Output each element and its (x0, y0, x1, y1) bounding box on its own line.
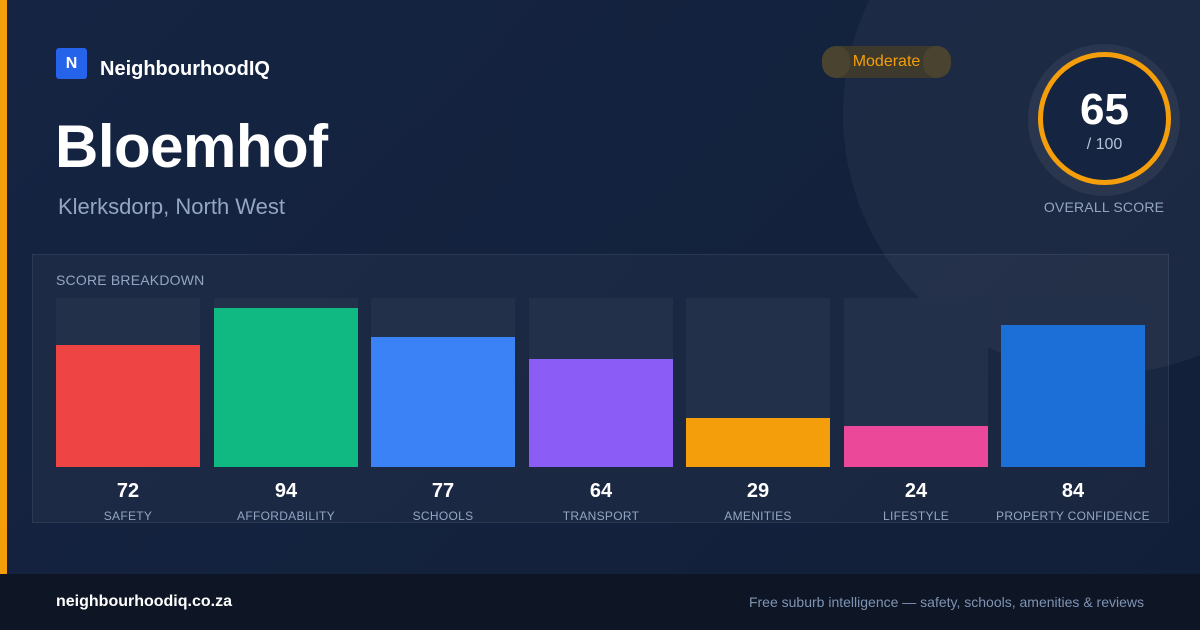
bar-value: 72 (116, 480, 140, 502)
bar-track (214, 298, 358, 467)
overall-score-caption: OVERALL SCORE (1043, 199, 1165, 215)
rating-badge-label: Moderate (852, 53, 921, 70)
bar-value: 29 (746, 480, 770, 502)
footer-tagline: Free suburb intelligence — safety, schoo… (748, 594, 1144, 610)
overall-score-value: 65 (1080, 85, 1129, 134)
suburb-location: Klerksdorp, North West (58, 194, 286, 219)
bar-label: LIFESTYLE (882, 509, 950, 523)
bar-label: SCHOOLS (412, 509, 474, 523)
overall-score-max: / 100 (1086, 136, 1123, 153)
bar-track (686, 298, 830, 467)
bar-track (56, 298, 200, 467)
bar-fill (1001, 325, 1145, 467)
rating-badge: Moderate (822, 46, 951, 78)
overall-score-ring: 65 / 100 (1028, 44, 1180, 196)
bar-value: 84 (1061, 480, 1085, 502)
bar-track (1001, 298, 1145, 467)
brand-logo-icon: N (56, 48, 87, 79)
bar-value: 64 (589, 480, 613, 502)
bar-value: 77 (431, 480, 455, 502)
score-breakdown-panel: SCORE BREAKDOWN 72 SAFETY 94 AFFORDABILITY 7… (32, 254, 1169, 523)
breakdown-item-affordability: 94 AFFORDABILITY (214, 298, 358, 523)
bar-fill (529, 359, 673, 467)
bar-fill (56, 345, 200, 467)
bar-label: AMENITIES (724, 509, 792, 523)
breakdown-item-property-confidence: 84 PROPERTY CONFIDENCE (996, 298, 1150, 523)
bar-fill (371, 337, 515, 467)
bar-label: PROPERTY CONFIDENCE (996, 509, 1150, 523)
bar-fill (686, 418, 830, 467)
breakdown-item-amenities: 29 AMENITIES (686, 298, 830, 523)
bar-fill (214, 308, 358, 467)
bar-track (529, 298, 673, 467)
bar-track (371, 298, 515, 467)
breakdown-title: SCORE BREAKDOWN (56, 272, 205, 288)
bar-value: 94 (274, 480, 298, 502)
bar-track (844, 298, 988, 467)
score-ring-circle: 65 / 100 (1038, 52, 1171, 185)
footer-domain: neighbourhoodiq.co.za (56, 593, 232, 610)
footer: neighbourhoodiq.co.za Free suburb intell… (0, 574, 1200, 630)
bar-label: TRANSPORT (562, 509, 640, 523)
breakdown-item-transport: 64 TRANSPORT (529, 298, 673, 523)
bar-label: AFFORDABILITY (237, 509, 335, 523)
brand: N NeighbourhoodIQ (56, 46, 270, 81)
breakdown-item-safety: 72 SAFETY (56, 298, 200, 523)
suburb-title: Bloemhof (55, 113, 328, 180)
breakdown-item-schools: 77 SCHOOLS (371, 298, 515, 523)
brand-name: NeighbourhoodIQ (100, 58, 270, 80)
bar-fill (844, 426, 988, 467)
accent-bar (0, 0, 7, 574)
bar-label: SAFETY (103, 509, 153, 523)
breakdown-item-lifestyle: 24 LIFESTYLE (844, 298, 988, 523)
bar-value: 24 (904, 480, 928, 502)
